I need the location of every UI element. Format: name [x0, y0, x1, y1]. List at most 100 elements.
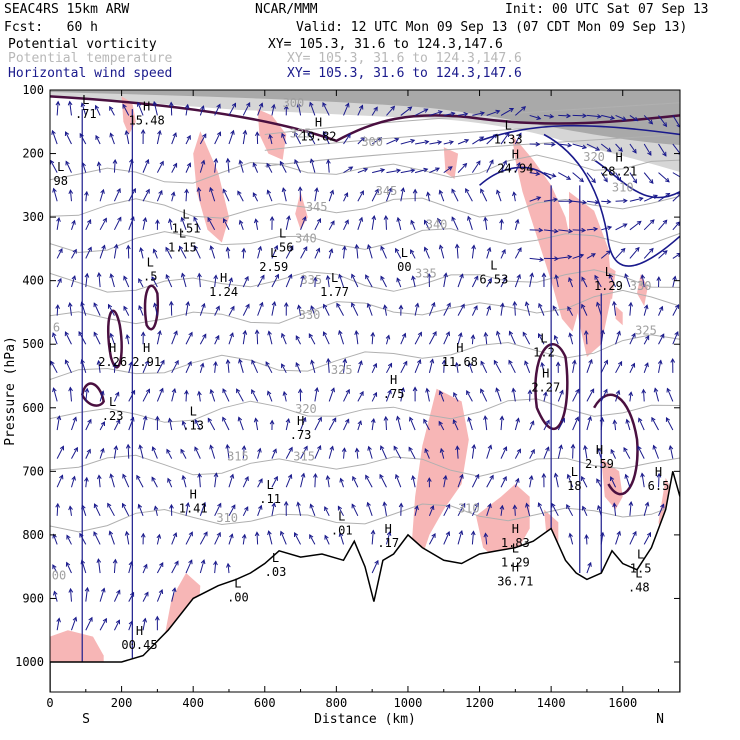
extremum-value: .00: [227, 590, 249, 604]
wind-arrow-31: [71, 446, 78, 459]
x-tick-label: 800: [326, 696, 348, 710]
wind-arrow-1: [51, 129, 58, 145]
wind-arrow-253: [241, 533, 247, 545]
wind-arrow-407: [386, 362, 393, 374]
wind-arrow-114: [136, 101, 144, 116]
extremum-value: 1.29: [501, 555, 530, 569]
wind-arrow-623: [583, 329, 589, 345]
wind-arrow-331: [312, 472, 318, 488]
wind-arrow-319: [307, 130, 316, 145]
wind-arrow-560: [529, 272, 534, 288]
theta-label: 320: [583, 150, 605, 164]
wind-arrow-458: [428, 505, 435, 517]
wind-arrow-68: [99, 421, 105, 431]
wind-arrow-336: [326, 158, 331, 173]
wind-arrow-482: [457, 273, 464, 288]
wind-arrow-347: [325, 474, 331, 488]
wind-arrow-565: [529, 420, 535, 431]
wind-arrow-366: [357, 104, 364, 116]
extremum-value: 1.83: [501, 536, 530, 550]
wind-arrow-590: [554, 274, 559, 288]
wind-arrow-518: [480, 388, 488, 402]
wind-vectors: [50, 100, 680, 631]
wind-arrow-569: [543, 113, 555, 119]
extremum-kind: L: [272, 551, 279, 565]
wind-arrow-307: [300, 246, 308, 259]
wind-arrow-248: [236, 388, 244, 402]
theta-label: 315: [293, 450, 315, 464]
wind-arrow-303: [293, 131, 302, 145]
wind-arrow-505: [471, 473, 480, 488]
wind-arrow-592: [553, 334, 559, 345]
wind-arrow-204: [214, 103, 221, 116]
wind-arrow-665: [629, 143, 637, 154]
wind-arrow-457: [426, 477, 432, 488]
theta-label: 325: [290, 127, 312, 141]
wind-arrow-716: [672, 252, 680, 259]
wind-arrow-132: [142, 617, 148, 631]
wind-arrow-525: [500, 132, 510, 145]
theta-contour-320: [50, 398, 680, 423]
wind-arrow-473: [442, 474, 448, 488]
wind-arrow-69: [99, 447, 105, 459]
wind-arrow-431: [414, 167, 429, 174]
wind-arrow-314: [300, 445, 308, 459]
wind-arrow-461: [443, 140, 455, 145]
wind-arrow-415: [400, 138, 416, 145]
theta-label: 345: [376, 184, 398, 198]
wind-arrow-642: [600, 388, 608, 402]
wind-arrow-129: [140, 532, 146, 545]
wind-arrow-593: [555, 361, 561, 373]
wind-arrow-341: [322, 303, 330, 316]
wind-arrow-369: [357, 190, 364, 202]
wind-arrow-120: [138, 278, 144, 288]
wind-arrow-485: [454, 361, 460, 373]
wind-arrow-440: [408, 416, 416, 431]
wind-arrow-507: [470, 530, 476, 545]
wind-arrow-328: [314, 386, 319, 402]
wind-arrow-690: [641, 388, 647, 402]
wind-arrow-630: [584, 534, 589, 545]
x-tick-label: 0: [46, 696, 53, 710]
wind-arrow-66: [96, 359, 102, 373]
wind-arrow-554: [529, 114, 542, 120]
wind-arrow-612: [566, 473, 574, 488]
wind-arrow-503: [467, 416, 473, 431]
wind-arrow-335: [322, 130, 330, 145]
extremum-kind: L: [338, 510, 345, 524]
wind-arrow-691: [638, 417, 645, 431]
extremum-value: 1.41: [179, 501, 208, 515]
theta-label: 320: [295, 402, 317, 416]
wind-arrow-421: [398, 304, 404, 316]
wind-arrow-219: [214, 531, 221, 545]
wind-arrow-150: [156, 588, 164, 602]
wind-arrow-508: [486, 109, 501, 116]
extremum-value: 19.82: [300, 129, 336, 143]
wind-arrow-699: [658, 192, 671, 202]
wind-arrow-493: [472, 136, 485, 145]
x-tick-label: 400: [182, 696, 204, 710]
wind-arrow-224: [222, 188, 230, 202]
wind-arrow-178: [185, 331, 193, 345]
wind-arrow-58: [95, 134, 101, 145]
extremum-kind: H: [512, 147, 519, 161]
wind-arrow-252: [242, 506, 249, 517]
wind-arrow-203: [199, 559, 206, 574]
wind-arrow-512: [483, 216, 488, 230]
extremum-value: 28.21: [601, 164, 637, 178]
wind-arrow-176: [180, 272, 187, 288]
wind-arrow-269: [254, 531, 260, 545]
extremum-kind: L: [571, 465, 578, 479]
wind-arrow-293: [283, 301, 289, 316]
wind-arrow-160: [171, 330, 178, 345]
wind-arrow-549: [511, 387, 517, 402]
wind-arrow-65: [93, 331, 101, 345]
wind-arrow-362: [341, 447, 347, 459]
wind-arrow-180: [184, 389, 189, 402]
wind-arrow-546: [512, 300, 518, 316]
pv-contour-2: [80, 382, 106, 407]
wind-arrow-105: [128, 389, 136, 402]
y-tick-label: 500: [22, 337, 44, 351]
wind-arrow-675: [625, 418, 631, 431]
wind-arrow-122: [140, 331, 146, 345]
